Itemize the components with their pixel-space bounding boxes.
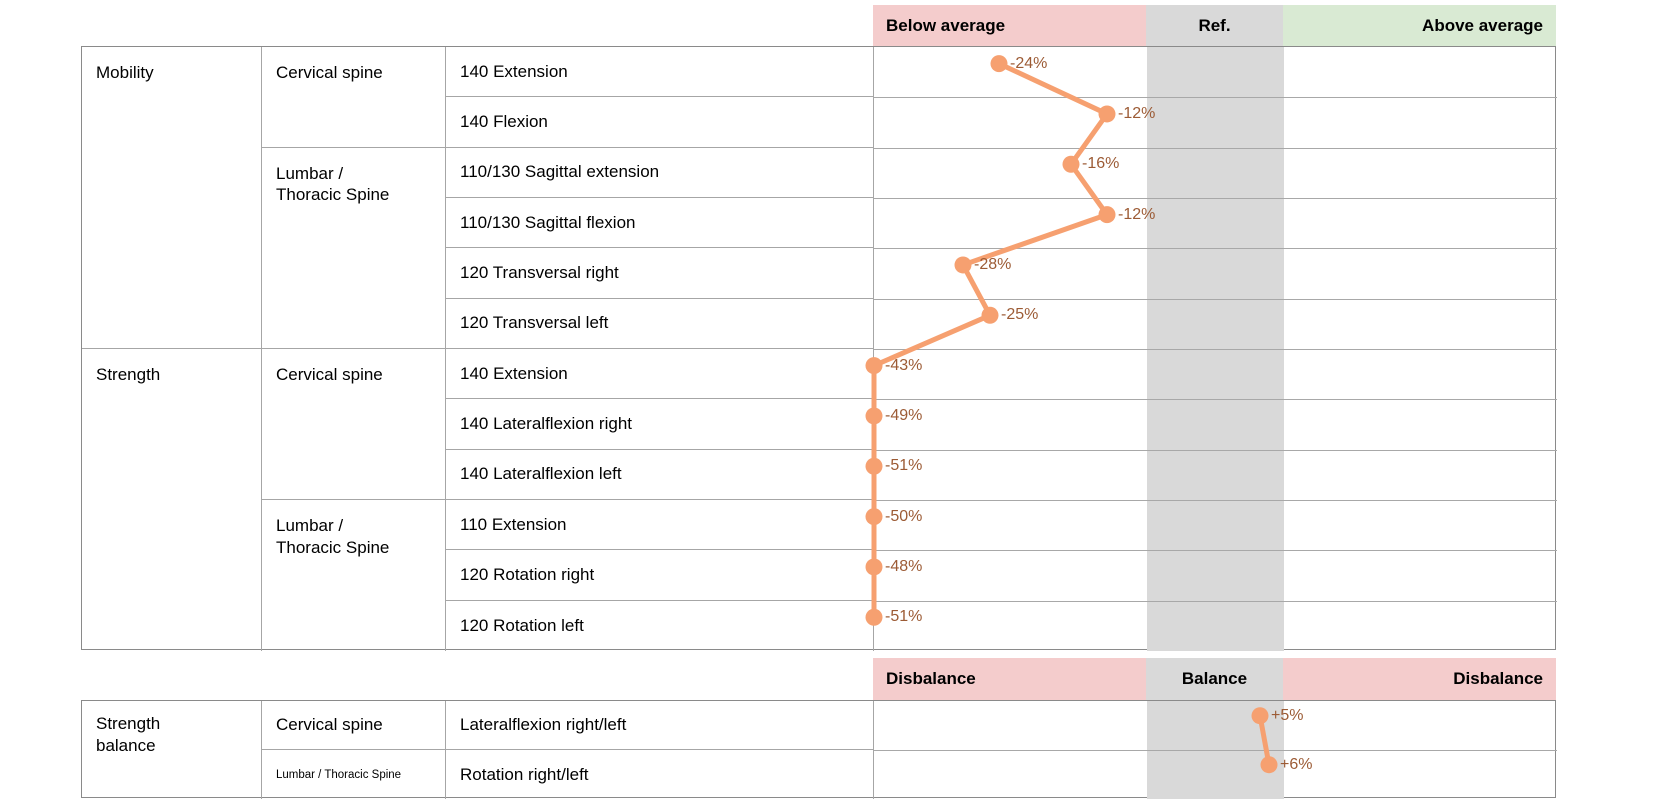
zone-ref-header: Ref. bbox=[1146, 5, 1283, 46]
chart-grid-line bbox=[874, 97, 1557, 99]
zone-above-average-header: Above average bbox=[1283, 5, 1556, 46]
zone-balance-label: Balance bbox=[1181, 669, 1248, 688]
measurement-cell: 110 Extension bbox=[446, 500, 874, 551]
data-point-dot bbox=[1098, 206, 1116, 224]
chart-grid-line bbox=[874, 349, 1557, 350]
region-label: Cervical spine bbox=[276, 715, 383, 734]
measurement-cell: 110/130 Sagittal extension bbox=[446, 147, 874, 198]
data-point-dot bbox=[1062, 155, 1080, 173]
deviation-polyline bbox=[871, 61, 1110, 620]
zone-below-average-header: Below average bbox=[873, 5, 1146, 46]
region-label: Cervical spine bbox=[276, 365, 383, 384]
data-point-dot bbox=[865, 508, 883, 526]
region-cell-balance-cervical: Cervical spine bbox=[262, 701, 446, 750]
zone-above-average-label: Above average bbox=[1422, 15, 1543, 35]
data-point-dot bbox=[865, 357, 883, 375]
region-cell-balance-lumbar: Lumbar / Thoracic Spine bbox=[262, 750, 446, 799]
measurement-label: 140 Extension bbox=[460, 363, 568, 383]
region-label: Lumbar / Thoracic Spine bbox=[276, 516, 390, 557]
measurement-label: Rotation right/left bbox=[460, 764, 589, 784]
measurement-label: 140 Extension bbox=[460, 61, 568, 81]
category-cell-strength: Strength bbox=[82, 349, 262, 651]
zone-below-average-label: Below average bbox=[886, 15, 1006, 35]
measurement-label: 120 Transversal right bbox=[460, 262, 619, 282]
data-point-dot bbox=[865, 608, 883, 626]
data-point-dot bbox=[990, 55, 1008, 73]
category-label: Strength balance bbox=[96, 714, 161, 755]
category-label: Strength bbox=[96, 365, 161, 384]
measurement-cell: 110/130 Sagittal flexion bbox=[446, 198, 874, 249]
strength-balance-table: Strength balance Cervical spine Lumbar /… bbox=[81, 700, 1557, 799]
zone-disbalance-right-header: Disbalance bbox=[1283, 658, 1556, 700]
chart-grid-line bbox=[874, 248, 1557, 250]
chart-grid-line bbox=[874, 399, 1557, 401]
performance-table: Mobility Strength Cervical spine Lumbar … bbox=[81, 46, 1557, 651]
data-point-dot bbox=[865, 407, 883, 425]
data-point-dot bbox=[1098, 105, 1116, 123]
measurement-label: Lateralflexion right/left bbox=[460, 715, 627, 734]
region-cell-strength-lumbar: Lumbar / Thoracic Spine bbox=[262, 500, 446, 651]
measurement-cell: 120 Rotation left bbox=[446, 600, 874, 651]
measurement-cell: 140 Lateralflexion left bbox=[446, 449, 874, 500]
measurement-label: 110 Extension bbox=[460, 514, 567, 534]
data-point-dot bbox=[865, 457, 883, 475]
region-label: Lumbar / Thoracic Spine bbox=[276, 163, 390, 205]
zone-balance-header: Balance bbox=[1146, 658, 1283, 700]
measurement-cell: 120 Rotation right bbox=[446, 550, 874, 601]
measurement-label: 120 Rotation right bbox=[460, 564, 595, 584]
zone-ref-label: Ref. bbox=[1198, 15, 1231, 35]
zone-disbalance-left-label: Disbalance bbox=[886, 669, 976, 688]
category-label: Mobility bbox=[96, 63, 154, 82]
data-point-dot bbox=[865, 558, 883, 576]
data-point-dot bbox=[1251, 707, 1269, 725]
data-point-dot bbox=[1260, 756, 1278, 774]
measurement-cell: Lateralflexion right/left bbox=[446, 701, 874, 750]
chart-grid-line bbox=[874, 600, 1557, 602]
region-cell-mobility-lumbar: Lumbar / Thoracic Spine bbox=[262, 147, 446, 349]
region-cell-strength-cervical: Cervical spine bbox=[262, 349, 446, 500]
chart-grid-line bbox=[874, 750, 1557, 751]
category-cell-mobility: Mobility bbox=[82, 47, 262, 349]
chart-grid-line bbox=[874, 449, 1557, 451]
measurement-label: 110/130 Sagittal extension bbox=[460, 162, 660, 182]
deviation-line-chart bbox=[865, 55, 1116, 626]
measurement-cell: Rotation right/left bbox=[446, 750, 874, 799]
zone-disbalance-left-header: Disbalance bbox=[873, 658, 1146, 700]
zone-disbalance-right-label: Disbalance bbox=[1453, 669, 1543, 688]
measurement-cell: 120 Transversal left bbox=[446, 298, 874, 349]
data-point-dot bbox=[981, 306, 999, 324]
measurement-cell: 140 Extension bbox=[446, 47, 874, 98]
category-cell-strength-balance: Strength balance bbox=[82, 701, 262, 799]
chart-grid-line bbox=[874, 550, 1557, 552]
measurement-cell: 140 Extension bbox=[446, 349, 874, 400]
chart-grid-line bbox=[874, 500, 1557, 501]
measurement-cell: 140 Lateralflexion right bbox=[446, 399, 874, 450]
chart-grid-line bbox=[874, 147, 1557, 149]
region-cell-mobility-cervical: Cervical spine bbox=[262, 47, 446, 148]
measurement-label: 140 Lateralflexion right bbox=[460, 413, 633, 433]
chart-grid-line bbox=[874, 298, 1557, 300]
measurement-label: 120 Transversal left bbox=[460, 313, 609, 333]
measurement-label: 140 Flexion bbox=[460, 111, 548, 131]
measurement-label: 110/130 Sagittal flexion bbox=[460, 212, 636, 232]
chart-grid-line bbox=[874, 198, 1557, 199]
measurement-label: 140 Lateralflexion left bbox=[460, 464, 622, 484]
region-label: Lumbar / Thoracic Spine bbox=[276, 768, 402, 781]
balance-line-chart bbox=[1251, 707, 1278, 774]
region-label: Cervical spine bbox=[276, 63, 383, 82]
measurement-cell: 140 Flexion bbox=[446, 97, 874, 148]
measurement-cell: 120 Transversal right bbox=[446, 248, 874, 299]
data-point-dot bbox=[954, 256, 972, 274]
measurement-label: 120 Rotation left bbox=[460, 615, 584, 635]
